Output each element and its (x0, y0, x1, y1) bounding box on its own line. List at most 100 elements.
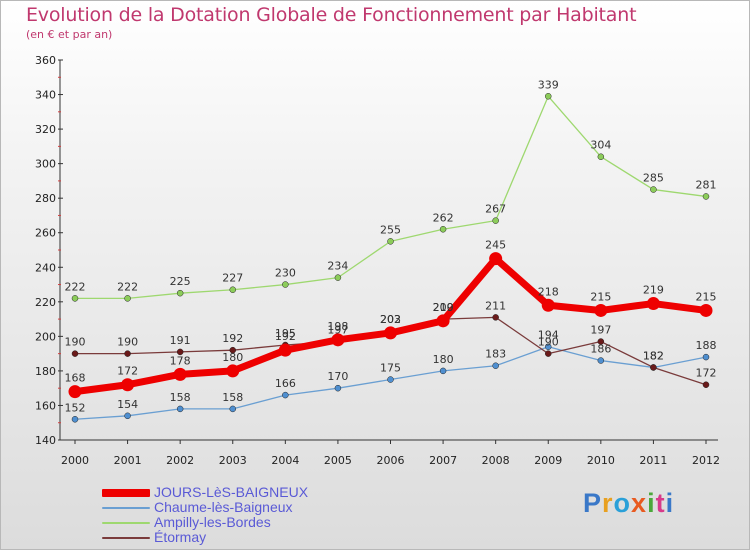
chart-subtitle: (en € et par an) (26, 28, 113, 41)
legend-swatch (102, 537, 150, 539)
legend-label: Ampilly-les-Bordes (154, 514, 271, 530)
data-label: 168 (65, 372, 86, 385)
x-tick-label: 2008 (482, 454, 510, 467)
legend-label: Chaume-lès-Baigneux (154, 499, 293, 515)
legend-label: JOURS-LèS-BAIGNEUX (154, 484, 309, 500)
data-point (646, 297, 660, 311)
legend-label: Étormay (154, 529, 207, 545)
data-point (702, 381, 710, 388)
data-label: 211 (485, 299, 506, 312)
data-label: 225 (170, 275, 191, 288)
data-label: 222 (65, 280, 86, 293)
series-layer (68, 93, 713, 423)
proxiti-logo[interactable]: Proxiti (583, 488, 674, 519)
data-label: 180 (222, 351, 243, 364)
x-tick-label: 2005 (324, 454, 352, 467)
data-label: 172 (117, 365, 138, 378)
data-point (597, 357, 605, 364)
data-point (176, 289, 184, 297)
x-tick-label: 2011 (639, 454, 667, 467)
data-label: 172 (696, 367, 717, 380)
data-label: 197 (590, 324, 611, 337)
data-label: 304 (590, 139, 611, 152)
data-point (489, 252, 503, 266)
data-label: 154 (117, 398, 138, 411)
data-label: 175 (380, 362, 401, 375)
data-label: 227 (222, 272, 243, 285)
data-label: 281 (696, 178, 717, 191)
data-point (545, 343, 552, 350)
data-label: 255 (380, 223, 401, 236)
data-label: 186 (590, 343, 611, 356)
data-label-layer: 168 172 178 180 192 198 202 209 245 218 215 219 215 1… (65, 78, 717, 414)
data-point (282, 391, 289, 399)
y-tick-label: 280 (35, 192, 56, 205)
x-tick-label: 2012 (692, 454, 720, 467)
x-tick-label: 2007 (429, 454, 457, 467)
data-point (387, 376, 394, 383)
data-label: 215 (696, 290, 717, 303)
logo-letter: r (602, 488, 614, 518)
data-label: 267 (485, 203, 506, 216)
y-tick-label: 180 (35, 365, 56, 378)
data-label: 192 (275, 330, 296, 343)
data-label: 209 (433, 301, 454, 314)
data-label: 152 (65, 401, 86, 414)
data-label: 182 (643, 349, 664, 362)
data-label: 234 (327, 260, 348, 273)
data-point (384, 326, 397, 340)
data-point (545, 93, 552, 100)
data-point (541, 298, 555, 312)
series-line-2 (74, 95, 707, 300)
data-point (229, 346, 236, 354)
data-label: 197 (327, 324, 348, 337)
data-point (124, 295, 131, 302)
logo-letter: i (665, 488, 675, 518)
x-tick-label: 2002 (166, 454, 194, 467)
data-point (439, 226, 447, 233)
data-point (176, 405, 184, 413)
data-label: 194 (538, 329, 559, 342)
y-tick-label: 200 (35, 330, 56, 343)
x-tick-label: 2003 (219, 454, 247, 467)
data-point (71, 350, 79, 357)
data-label: 191 (170, 334, 191, 347)
x-tick-label: 2009 (534, 454, 562, 467)
y-tick-label: 240 (35, 261, 56, 274)
data-point (331, 333, 345, 347)
data-label: 180 (433, 353, 454, 366)
data-label: 222 (117, 280, 138, 293)
y-tick-label: 220 (35, 296, 56, 309)
data-label: 183 (485, 348, 506, 361)
y-tick-label: 360 (35, 54, 56, 67)
data-label: 285 (643, 172, 664, 185)
data-point (594, 303, 608, 317)
data-label: 158 (170, 391, 191, 404)
data-point (68, 385, 82, 399)
data-point (121, 378, 135, 392)
data-label: 215 (590, 290, 611, 303)
data-label: 190 (65, 336, 86, 349)
logo-letter: t (655, 488, 666, 518)
data-label: 188 (696, 339, 717, 352)
data-label: 339 (538, 78, 559, 91)
data-point (71, 416, 79, 423)
data-label: 192 (222, 332, 243, 345)
data-point (702, 353, 710, 361)
data-point (597, 153, 605, 160)
data-label: 170 (327, 370, 348, 383)
data-point (545, 350, 552, 357)
data-label: 190 (117, 336, 138, 349)
y-tick-label: 320 (35, 123, 56, 136)
x-tick-label: 2010 (587, 454, 615, 467)
y-tick-label: 160 (35, 399, 56, 412)
legend-swatch (102, 522, 150, 524)
data-label: 195 (275, 327, 296, 340)
data-point (334, 274, 342, 281)
data-point (124, 350, 131, 357)
legend-swatch (102, 489, 150, 497)
data-point (334, 384, 342, 392)
data-point (492, 362, 499, 369)
data-point (597, 338, 605, 345)
